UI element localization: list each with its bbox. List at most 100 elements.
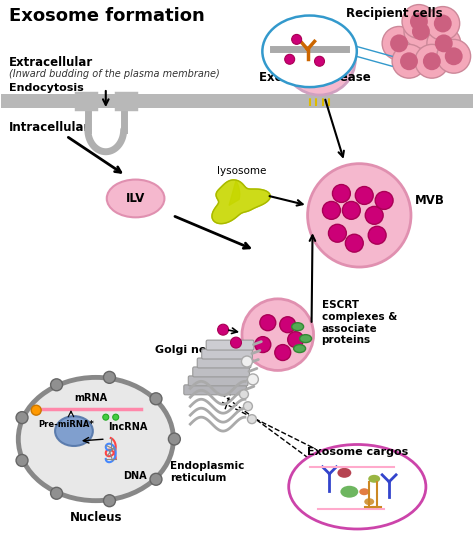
Circle shape	[375, 191, 393, 210]
Text: lysosome: lysosome	[217, 166, 267, 175]
Circle shape	[332, 185, 350, 202]
Circle shape	[326, 53, 337, 65]
Circle shape	[437, 40, 471, 73]
Text: MVB: MVB	[415, 194, 445, 207]
Circle shape	[390, 35, 408, 52]
Circle shape	[410, 13, 428, 30]
Circle shape	[308, 164, 411, 267]
Circle shape	[434, 14, 452, 32]
Circle shape	[103, 414, 109, 420]
Circle shape	[415, 45, 449, 78]
Ellipse shape	[107, 179, 164, 217]
FancyBboxPatch shape	[206, 340, 254, 350]
Text: Endoplasmic
reticulum: Endoplasmic reticulum	[170, 461, 245, 482]
Text: Endocytosis: Endocytosis	[9, 83, 84, 93]
Circle shape	[342, 201, 360, 219]
Ellipse shape	[55, 416, 93, 446]
Circle shape	[51, 379, 63, 390]
Circle shape	[392, 45, 426, 78]
Text: mRNA: mRNA	[74, 393, 108, 403]
Ellipse shape	[340, 486, 358, 498]
Circle shape	[51, 487, 63, 499]
Circle shape	[16, 411, 28, 424]
Circle shape	[103, 371, 116, 383]
FancyBboxPatch shape	[184, 385, 246, 395]
Circle shape	[400, 52, 418, 70]
Circle shape	[426, 7, 460, 40]
Circle shape	[315, 56, 325, 66]
Ellipse shape	[337, 468, 351, 478]
Ellipse shape	[18, 377, 173, 500]
Circle shape	[247, 374, 258, 385]
Circle shape	[326, 59, 341, 75]
Text: Golgi network: Golgi network	[155, 345, 243, 355]
Circle shape	[31, 405, 41, 415]
Circle shape	[356, 186, 373, 205]
Ellipse shape	[289, 444, 426, 529]
Ellipse shape	[368, 475, 380, 483]
Circle shape	[103, 495, 116, 507]
Circle shape	[284, 24, 356, 95]
Circle shape	[168, 433, 180, 445]
Circle shape	[412, 23, 430, 40]
Circle shape	[404, 14, 438, 48]
Circle shape	[218, 324, 228, 335]
Circle shape	[328, 224, 346, 242]
Circle shape	[427, 26, 461, 60]
Circle shape	[423, 52, 441, 70]
Circle shape	[322, 201, 340, 219]
FancyBboxPatch shape	[197, 358, 251, 368]
FancyBboxPatch shape	[202, 349, 253, 359]
Text: Extracellular: Extracellular	[9, 56, 93, 69]
Circle shape	[435, 35, 453, 52]
Circle shape	[260, 315, 276, 331]
Circle shape	[275, 345, 291, 360]
Circle shape	[445, 47, 463, 65]
Circle shape	[311, 50, 323, 62]
Polygon shape	[212, 180, 270, 224]
Circle shape	[150, 474, 162, 485]
Text: ESCRT
complexes &
associate
proteins: ESCRT complexes & associate proteins	[321, 300, 397, 345]
Circle shape	[247, 415, 256, 424]
Circle shape	[239, 390, 248, 399]
Text: ILV: ILV	[126, 192, 146, 205]
Ellipse shape	[300, 334, 311, 343]
Text: Pre-miRNA*: Pre-miRNA*	[38, 420, 94, 428]
Circle shape	[16, 454, 28, 466]
Ellipse shape	[294, 345, 306, 353]
Circle shape	[368, 226, 386, 244]
Ellipse shape	[292, 323, 304, 331]
Circle shape	[230, 337, 241, 348]
Circle shape	[298, 56, 313, 72]
Circle shape	[242, 299, 313, 371]
Circle shape	[319, 43, 336, 59]
Text: Intracellular: Intracellular	[9, 121, 91, 134]
Text: Exosome cargos: Exosome cargos	[307, 447, 408, 457]
Circle shape	[319, 24, 330, 35]
Text: Exosome release: Exosome release	[259, 71, 370, 84]
Circle shape	[292, 35, 301, 45]
Circle shape	[289, 45, 301, 57]
Ellipse shape	[364, 498, 374, 505]
Text: DNA: DNA	[123, 471, 146, 481]
FancyBboxPatch shape	[188, 376, 248, 386]
Circle shape	[382, 26, 416, 60]
Bar	[1, 94, 473, 108]
Text: Exosome formation: Exosome formation	[9, 7, 205, 25]
Circle shape	[255, 337, 271, 353]
Circle shape	[285, 54, 295, 64]
Circle shape	[288, 332, 304, 348]
Circle shape	[402, 4, 436, 38]
Circle shape	[241, 356, 253, 367]
Circle shape	[333, 37, 346, 50]
Circle shape	[113, 414, 118, 420]
Circle shape	[244, 402, 253, 411]
FancyBboxPatch shape	[193, 367, 249, 377]
Text: lncRNA: lncRNA	[108, 422, 147, 432]
Circle shape	[301, 41, 318, 57]
Circle shape	[280, 317, 296, 333]
Circle shape	[346, 234, 363, 252]
Polygon shape	[229, 181, 240, 205]
Circle shape	[299, 25, 310, 37]
Ellipse shape	[359, 488, 369, 495]
